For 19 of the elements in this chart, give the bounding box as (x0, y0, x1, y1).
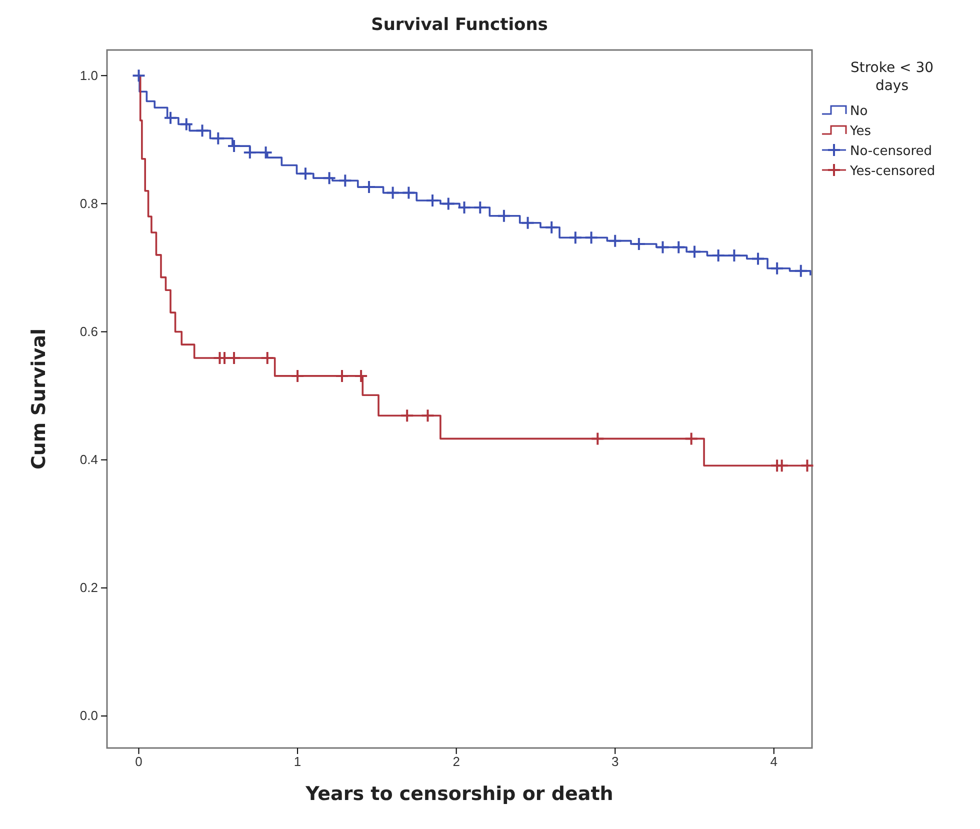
x-tick-label: 3 (611, 754, 619, 770)
y-tick-label: 0.8 (80, 196, 98, 211)
y-tick-label: 1.0 (80, 68, 98, 83)
legend-label: Yes (849, 124, 872, 139)
legend-title: Stroke < 30 days (850, 60, 934, 94)
y-axis-title: Cum Survival (28, 328, 50, 470)
chart-title: Survival Functions (371, 15, 548, 35)
x-tick-label: 2 (452, 754, 460, 770)
legend-label: No (850, 104, 868, 119)
y-tick-label: 0.6 (80, 324, 98, 339)
x-axis-title: Years to censorship or death (304, 783, 614, 805)
x-tick-label: 1 (294, 754, 302, 770)
legend-label: Yes-censored (849, 164, 936, 179)
y-tick-label: 0.2 (80, 580, 98, 596)
legend-label: No-censored (850, 144, 932, 159)
y-tick-label: 0.0 (80, 708, 98, 724)
x-tick-label: 0 (135, 754, 142, 770)
x-tick-label: 4 (770, 754, 778, 770)
y-tick-label: 0.4 (80, 452, 98, 467)
